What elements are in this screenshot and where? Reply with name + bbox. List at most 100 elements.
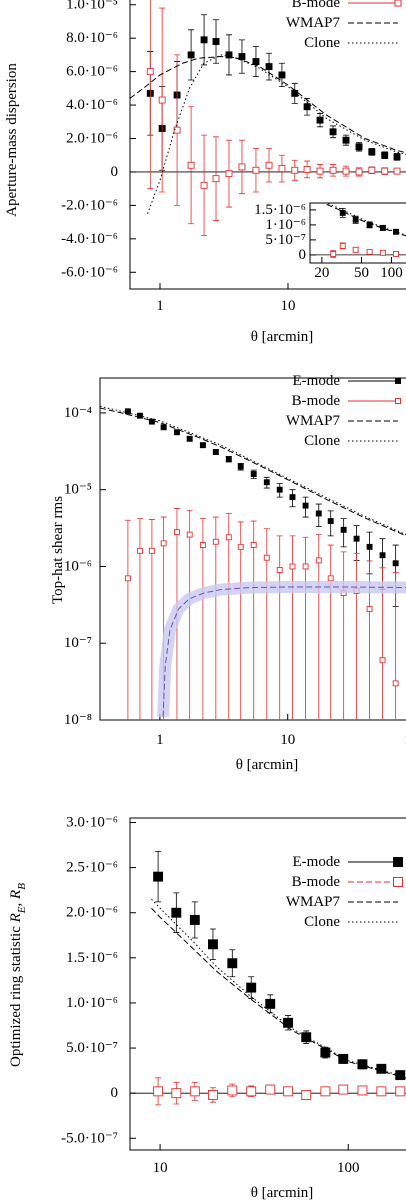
data-point	[200, 36, 208, 44]
y-axis-label-part: R	[8, 913, 24, 923]
data-point	[148, 418, 155, 425]
data-point	[330, 251, 337, 257]
data-point	[366, 221, 373, 228]
data-point	[208, 939, 218, 950]
data-point	[238, 53, 246, 61]
data-point	[355, 143, 363, 151]
data-point	[329, 128, 337, 136]
x-axis-label: θ [arcmin]	[236, 757, 299, 773]
x-tick-label: 50	[354, 265, 369, 281]
data-point	[250, 471, 257, 477]
legend-label: Clone	[304, 433, 340, 449]
y-tick-label: 1.0·10⁻⁵	[66, 0, 118, 13]
data-point	[171, 907, 182, 918]
error-bar	[353, 552, 360, 720]
data-point	[392, 680, 399, 687]
data-point	[212, 175, 220, 183]
y-axis-label-part: B	[16, 883, 28, 890]
data-point	[265, 63, 273, 71]
y-tick-label: 10⁻⁴	[64, 405, 92, 421]
data-point	[376, 1063, 387, 1074]
y-tick-label: 2.0·10⁻⁶	[66, 131, 118, 147]
data-point	[174, 429, 180, 436]
x-tick-label: 100	[405, 298, 406, 314]
plot-area	[130, 0, 406, 236]
x-tick-label: 100	[380, 265, 403, 281]
data-point	[315, 510, 322, 517]
model-curve	[321, 203, 406, 237]
error-bar	[250, 520, 257, 720]
y-axis-label-part: E	[16, 906, 28, 914]
y-tick-label: -6.0·10⁻⁶	[61, 264, 118, 280]
data-point	[153, 871, 164, 882]
y-axis-label-part: Optimized ring statistic	[8, 922, 24, 1067]
chart-panel: -5.0·10⁻⁷ 0 5.0·10⁻⁷ 1.0·10⁻⁶ 1.5·10⁻⁶ 2.0·10…	[8, 815, 406, 1201]
data-point	[146, 68, 154, 76]
data-point	[237, 543, 244, 550]
data-point	[173, 126, 181, 134]
legend-marker	[395, 378, 401, 384]
data-point	[237, 463, 244, 470]
y-tick-label: 0	[111, 1085, 119, 1101]
data-point	[357, 1085, 368, 1096]
data-point	[265, 161, 273, 169]
data-point	[265, 1084, 276, 1095]
data-point	[252, 58, 260, 66]
data-point	[303, 103, 311, 111]
error-bar	[237, 521, 244, 720]
data-point	[379, 552, 386, 559]
data-point	[395, 1086, 406, 1097]
data-point	[339, 242, 346, 249]
y-tick-label: 1.0·10⁻⁶	[66, 995, 118, 1011]
data-point	[327, 575, 334, 582]
legend-label: E-mode	[293, 854, 341, 870]
legend-label: B-mode	[292, 393, 341, 409]
data-point	[316, 167, 324, 175]
legend-label: B-mode	[292, 0, 341, 11]
error-bar	[392, 572, 399, 720]
data-point	[379, 249, 386, 256]
y-tick-label: 4.0·10⁻⁶	[66, 97, 118, 113]
model-curve	[147, 54, 406, 214]
x-axis-label: θ [arcmin]	[251, 329, 314, 345]
data-point	[174, 529, 180, 536]
plot-frame	[129, 817, 406, 1151]
error-bar	[263, 528, 270, 720]
data-point	[392, 560, 399, 567]
model-curve	[151, 898, 406, 1078]
y-tick-label: 2.5·10⁻⁶	[66, 860, 118, 876]
data-point	[227, 958, 238, 969]
chart-panel: -6.0·10⁻⁶ -4.0·10⁻⁶ -2.0·10⁻⁶ 0 2.0·10⁻⁶ 4.0·…	[4, 0, 406, 345]
data-point	[353, 535, 360, 542]
data-point	[283, 1017, 294, 1028]
x-tick-label: 1	[156, 298, 164, 314]
error-bar	[225, 513, 232, 720]
y-tick-label: 6.0·10⁻⁶	[66, 64, 118, 80]
y-tick-label: 1.5·10⁻⁶	[254, 202, 306, 218]
y-tick-label: 8.0·10⁻⁶	[66, 30, 118, 46]
data-point	[278, 165, 286, 173]
model-curve	[130, 56, 406, 154]
plot-frame	[99, 377, 406, 721]
plot-area	[100, 405, 406, 720]
data-point	[393, 251, 399, 257]
x-tick-label: 10	[280, 732, 295, 748]
legend-label: WMAP7	[286, 413, 341, 429]
plot-area	[151, 850, 406, 1106]
y-tick-label: 0	[299, 247, 307, 263]
data-point	[329, 166, 337, 174]
y-tick-label: 1·10⁻⁶	[265, 217, 306, 233]
data-point	[352, 246, 359, 253]
y-axis-label-part: ,	[8, 899, 24, 907]
error-bar	[276, 535, 283, 720]
data-point	[187, 51, 195, 59]
legend-label: Clone	[304, 35, 340, 51]
data-point	[327, 518, 334, 525]
data-point	[208, 1090, 218, 1100]
data-point	[124, 575, 131, 582]
data-point	[189, 1086, 200, 1097]
x-tick-label: 10	[280, 298, 295, 314]
data-point	[289, 563, 296, 570]
model-curve	[151, 907, 406, 1079]
error-bar	[379, 567, 386, 720]
